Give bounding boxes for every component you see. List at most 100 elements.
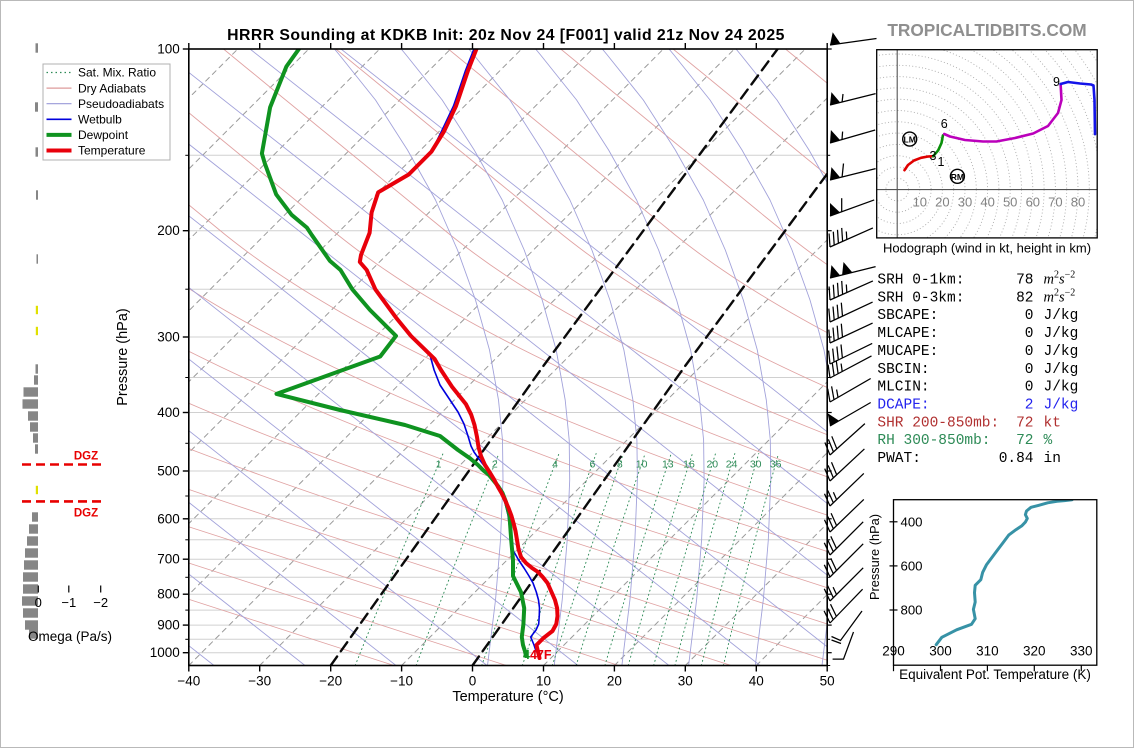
svg-text:−1: −1 <box>61 595 76 610</box>
svg-text:36: 36 <box>770 459 782 471</box>
svg-text:24: 24 <box>726 459 738 471</box>
svg-text:290: 290 <box>882 644 905 659</box>
svg-text:2: 2 <box>1025 398 1034 414</box>
svg-text:J/kg: J/kg <box>1044 380 1079 396</box>
svg-text:50: 50 <box>1003 195 1017 210</box>
svg-text:−30: −30 <box>248 674 271 689</box>
svg-text:20: 20 <box>607 674 622 689</box>
svg-text:%: % <box>1044 433 1053 449</box>
svg-text:Pseudoadiabats: Pseudoadiabats <box>78 97 164 111</box>
svg-text:320: 320 <box>1023 644 1046 659</box>
svg-text:SHR 200-850mb:: SHR 200-850mb: <box>877 415 999 431</box>
svg-text:600: 600 <box>901 558 923 573</box>
svg-text:400: 400 <box>157 405 180 420</box>
svg-text:Wetbulb: Wetbulb <box>78 113 122 127</box>
svg-text:0: 0 <box>1025 362 1034 378</box>
svg-text:310: 310 <box>976 644 999 659</box>
svg-text:RH 300-850mb:: RH 300-850mb: <box>877 433 990 449</box>
svg-text:RM: RM <box>951 172 964 182</box>
svg-text:0: 0 <box>1025 308 1034 324</box>
svg-text:400: 400 <box>901 514 923 529</box>
svg-text:DGZ: DGZ <box>74 451 98 463</box>
svg-text:in: in <box>1044 451 1061 467</box>
svg-text:200: 200 <box>157 223 180 238</box>
svg-text:900: 900 <box>157 618 180 633</box>
svg-text:TROPICALTIDBITS.COM: TROPICALTIDBITS.COM <box>887 20 1086 40</box>
svg-text:40: 40 <box>980 195 994 210</box>
svg-text:J/kg: J/kg <box>1044 362 1079 378</box>
svg-text:−40: −40 <box>177 674 200 689</box>
svg-text:J/kg: J/kg <box>1044 344 1079 360</box>
svg-text:600: 600 <box>157 511 180 526</box>
svg-text:800: 800 <box>157 587 180 602</box>
svg-text:−10: −10 <box>390 674 413 689</box>
svg-text:SRH 0-3km:: SRH 0-3km: <box>877 290 964 306</box>
svg-text:3: 3 <box>930 149 937 163</box>
svg-text:MUCAPE:: MUCAPE: <box>877 344 938 360</box>
svg-text:Dewpoint: Dewpoint <box>78 128 129 142</box>
svg-text:700: 700 <box>157 552 180 567</box>
svg-text:70: 70 <box>1048 195 1062 210</box>
svg-text:800: 800 <box>901 603 923 618</box>
svg-text:6: 6 <box>589 459 595 471</box>
svg-text:78: 78 <box>1016 273 1033 289</box>
svg-text:1000: 1000 <box>150 645 180 660</box>
svg-text:Sat. Mix. Ratio: Sat. Mix. Ratio <box>78 66 156 80</box>
svg-text:Omega (Pa/s): Omega (Pa/s) <box>28 629 112 644</box>
svg-text:0: 0 <box>1025 380 1034 396</box>
svg-text:−20: −20 <box>319 674 342 689</box>
svg-text:1: 1 <box>938 155 945 169</box>
svg-text:72: 72 <box>1016 433 1033 449</box>
svg-text:6: 6 <box>941 117 948 131</box>
svg-text:30: 30 <box>958 195 972 210</box>
svg-text:−2: −2 <box>93 595 108 610</box>
svg-text:DGZ: DGZ <box>74 508 98 520</box>
svg-text:0: 0 <box>1025 326 1034 342</box>
svg-text:8: 8 <box>617 459 623 471</box>
svg-text:SBCAPE:: SBCAPE: <box>877 308 938 324</box>
svg-text:0: 0 <box>469 674 477 689</box>
svg-text:40: 40 <box>749 674 764 689</box>
svg-text:HRRR Sounding at KDKB Init: 20: HRRR Sounding at KDKB Init: 20z Nov 24 [… <box>227 27 785 44</box>
svg-text:1: 1 <box>436 459 442 471</box>
svg-text:Pressure (hPa): Pressure (hPa) <box>115 308 131 406</box>
svg-text:10: 10 <box>536 674 551 689</box>
svg-text:0.84: 0.84 <box>999 451 1034 467</box>
svg-text:300: 300 <box>157 330 180 345</box>
svg-text:80: 80 <box>1071 195 1085 210</box>
svg-text:330: 330 <box>1070 644 1093 659</box>
svg-text:Temperature (°C): Temperature (°C) <box>452 689 563 705</box>
svg-text:50: 50 <box>820 674 835 689</box>
svg-text:16: 16 <box>683 459 695 471</box>
svg-text:MLCIN:: MLCIN: <box>877 380 929 396</box>
svg-text:500: 500 <box>157 464 180 479</box>
svg-text:30: 30 <box>750 459 762 471</box>
svg-text:100: 100 <box>157 42 180 57</box>
svg-text:Equivalent Pot. Temperature (K: Equivalent Pot. Temperature (K) <box>899 667 1091 682</box>
svg-text:PWAT:: PWAT: <box>877 451 921 467</box>
svg-text:MLCAPE:: MLCAPE: <box>877 326 938 342</box>
svg-text:J/kg: J/kg <box>1044 398 1079 414</box>
svg-text:447F: 447F <box>523 648 552 662</box>
svg-text:10: 10 <box>636 459 648 471</box>
svg-text:J/kg: J/kg <box>1044 308 1079 324</box>
svg-text:13: 13 <box>662 459 674 471</box>
svg-text:J/kg: J/kg <box>1044 326 1079 342</box>
svg-text:SRH 0-1km:: SRH 0-1km: <box>877 273 964 289</box>
svg-text:Hodograph (wind in kt, height: Hodograph (wind in kt, height in km) <box>883 241 1091 256</box>
svg-text:10: 10 <box>913 195 927 210</box>
svg-text:DCAPE:: DCAPE: <box>877 398 929 414</box>
svg-text:82: 82 <box>1016 290 1033 306</box>
svg-text:60: 60 <box>1026 195 1040 210</box>
svg-text:SBCIN:: SBCIN: <box>877 362 929 378</box>
svg-text:kt: kt <box>1044 415 1061 431</box>
svg-text:72: 72 <box>1016 415 1033 431</box>
svg-text:20: 20 <box>706 459 718 471</box>
svg-text:LM: LM <box>904 135 916 145</box>
svg-text:Pressure (hPa): Pressure (hPa) <box>867 514 882 600</box>
svg-text:20: 20 <box>935 195 949 210</box>
svg-text:300: 300 <box>929 644 952 659</box>
svg-text:2: 2 <box>492 459 498 471</box>
svg-text:0: 0 <box>35 595 42 610</box>
svg-text:Dry Adiabats: Dry Adiabats <box>78 81 146 95</box>
